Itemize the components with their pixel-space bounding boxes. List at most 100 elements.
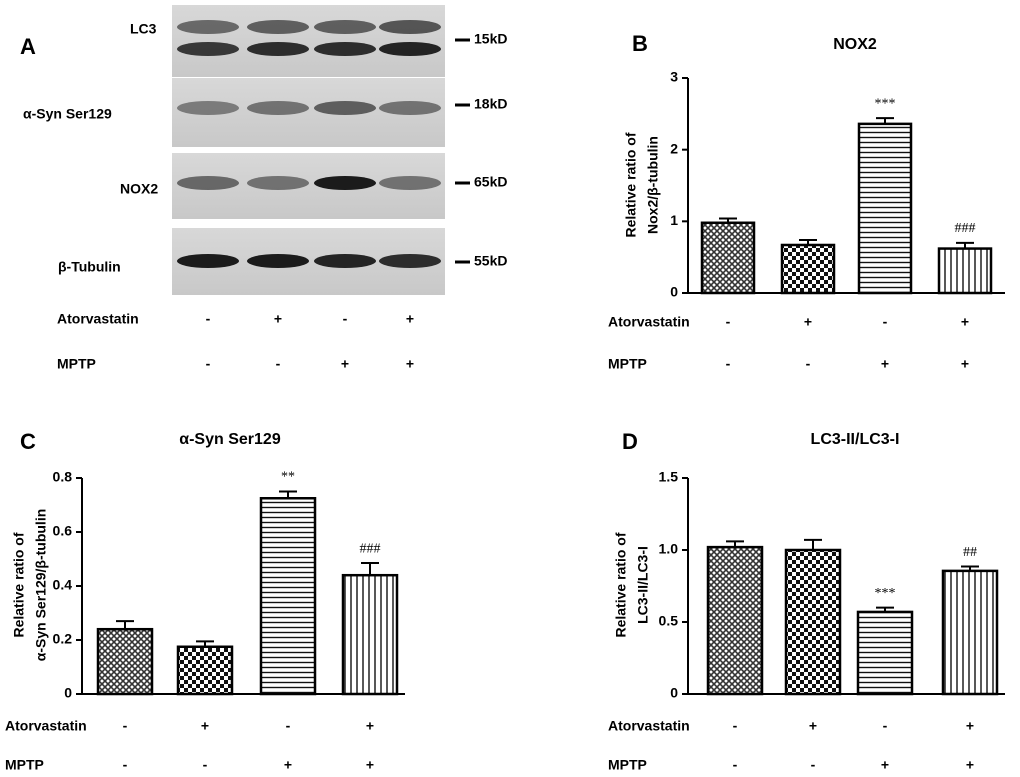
marker-label: 65kD [474, 174, 507, 190]
chart-title: NOX2 [833, 36, 877, 53]
blot-row-label: α-Syn Ser129 [23, 106, 112, 122]
treatment-sign: - [276, 356, 281, 372]
bar [96, 627, 154, 696]
treatment-sign: + [881, 757, 889, 773]
panel-letter: D [622, 429, 638, 454]
treatment-sign: + [284, 757, 292, 773]
blot-row-label: β-Tubulin [58, 259, 121, 275]
blot-band [314, 42, 376, 56]
y-tick-label: 0.6 [53, 523, 73, 539]
bar [941, 569, 999, 696]
blot-band [379, 101, 441, 115]
significance-label: ### [955, 221, 976, 236]
treatment-sign: + [881, 356, 889, 372]
blot-row-label: LC3 [130, 21, 157, 37]
treatment-sign: - [206, 356, 211, 372]
treatment-label: MPTP [5, 757, 44, 773]
y-tick-label: 0 [670, 685, 678, 701]
chart-title: α-Syn Ser129 [179, 431, 281, 448]
treatment-sign: + [966, 757, 974, 773]
y-tick-label: 0.5 [659, 613, 679, 629]
blot-row-label: NOX2 [120, 181, 158, 197]
blot-band [177, 101, 239, 115]
bar [706, 545, 764, 696]
y-tick-label: 0.2 [53, 631, 73, 647]
marker-label: 55kD [474, 253, 507, 269]
y-tick-label: 0 [670, 284, 678, 300]
marker-label: 18kD [474, 96, 507, 112]
y-axis-label: Relative ratio of [613, 532, 629, 637]
blot-band [314, 101, 376, 115]
bar [780, 243, 836, 295]
blot-band [247, 20, 309, 34]
treatment-sign: - [883, 314, 888, 330]
treatment-sign: + [804, 314, 812, 330]
treatment-label: Atorvastatin [57, 311, 139, 327]
significance-label: *** [875, 586, 896, 601]
treatment-sign: - [726, 314, 731, 330]
y-axis-label: Nox2/β-tubulin [645, 136, 661, 234]
blot-band [177, 254, 239, 268]
treatment-sign: - [806, 356, 811, 372]
treatment-label: MPTP [57, 356, 96, 372]
bar-chart: B NOX2 Relative ratio of Nox2/β-tubulin 0 1 2 3… [608, 31, 1005, 372]
y-tick-label: 2 [670, 140, 678, 156]
blot-band [314, 20, 376, 34]
y-tick-label: 1.0 [659, 541, 679, 557]
treatment-sign: + [274, 311, 282, 327]
bar [784, 548, 842, 696]
bar [259, 497, 317, 696]
treatment-sign: + [201, 718, 209, 734]
y-tick-label: 0 [64, 685, 72, 701]
treatment-sign: - [726, 356, 731, 372]
bar [856, 610, 914, 696]
treatment-label: MPTP [608, 757, 647, 773]
treatment-sign: - [203, 757, 208, 773]
blot-band [379, 176, 441, 190]
significance-label: ### [360, 541, 381, 556]
treatment-sign: - [883, 718, 888, 734]
y-tick-label: 1.5 [659, 469, 679, 485]
treatment-sign: - [286, 718, 291, 734]
treatment-label: Atorvastatin [608, 314, 690, 330]
blot-band [247, 176, 309, 190]
blot-band [177, 42, 239, 56]
bar [937, 247, 993, 295]
blot-band [379, 42, 441, 56]
treatment-sign: - [343, 311, 348, 327]
treatment-sign: - [733, 718, 738, 734]
treatment-sign: + [961, 314, 969, 330]
treatment-sign: + [809, 718, 817, 734]
y-tick-label: 3 [670, 69, 678, 85]
treatment-sign: + [366, 757, 374, 773]
bar-chart: D LC3-II/LC3-I Relative ratio of LC3-II/LC3… [608, 429, 1005, 773]
bar [341, 573, 399, 696]
bar [700, 221, 756, 295]
treatment-sign: + [406, 311, 414, 327]
blot-band [379, 254, 441, 268]
blot-band [247, 42, 309, 56]
significance-label: *** [875, 96, 896, 111]
treatment-label: MPTP [608, 356, 647, 372]
treatment-sign: - [811, 757, 816, 773]
treatment-sign: - [123, 757, 128, 773]
treatment-sign: + [341, 356, 349, 372]
chart-title: LC3-II/LC3-I [811, 431, 900, 448]
y-axis-label: LC3-II/LC3-I [635, 546, 651, 624]
blot-band [177, 176, 239, 190]
panel-letter: B [632, 31, 648, 56]
blot-strip [172, 5, 445, 77]
y-axis-label: α-Syn Ser129/β-tubulin [33, 509, 49, 662]
y-tick-label: 0.8 [53, 469, 73, 485]
western-blot: LC3 15kD α-Syn Ser129 18kD NOX2 65kD β-Tubulin… [23, 5, 507, 372]
panel-letter: A [20, 34, 36, 59]
treatment-label: Atorvastatin [608, 718, 690, 734]
marker-label: 15kD [474, 31, 507, 47]
treatment-sign: + [406, 356, 414, 372]
y-axis-label: Relative ratio of [11, 532, 27, 637]
treatment-sign: - [123, 718, 128, 734]
blot-band [247, 254, 309, 268]
treatment-sign: + [366, 718, 374, 734]
